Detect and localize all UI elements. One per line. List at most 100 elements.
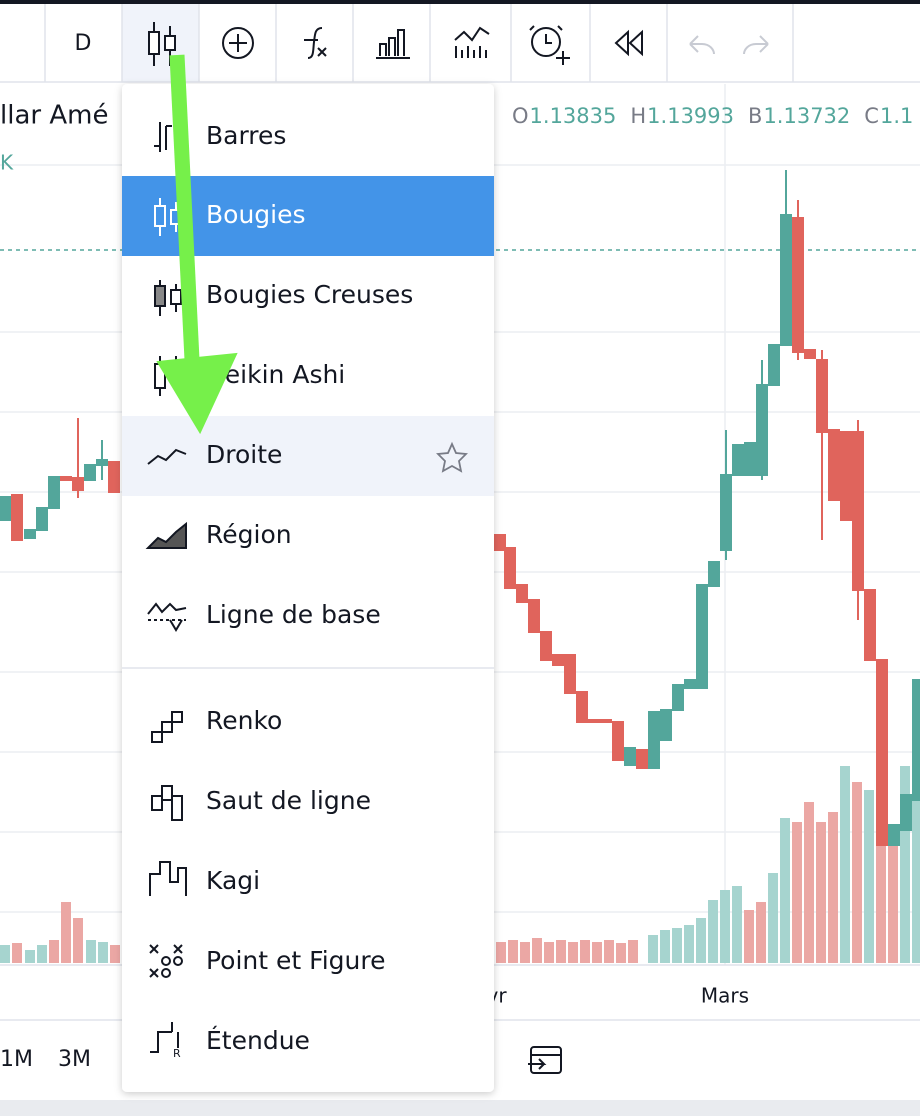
menu-item[interactable]: Renko bbox=[206, 706, 282, 735]
menu-item[interactable]: Point et Figure bbox=[206, 946, 385, 975]
volume-bars bbox=[0, 945, 10, 963]
volume-bars bbox=[876, 790, 886, 963]
goto-date-icon[interactable] bbox=[528, 1058, 547, 1070]
tab-strip bbox=[0, 1100, 920, 1116]
candles bbox=[648, 711, 660, 769]
range-button[interactable]: 1M bbox=[0, 1047, 33, 1072]
menu-icons bbox=[170, 289, 182, 305]
ohlc-label: B bbox=[748, 104, 762, 128]
candles bbox=[684, 679, 696, 689]
toolbar-icons[interactable] bbox=[164, 35, 176, 51]
toolbar-icons[interactable] bbox=[148, 31, 160, 55]
menu-icons bbox=[150, 1022, 179, 1053]
volume-bars bbox=[556, 940, 566, 963]
menu-icons bbox=[154, 285, 166, 307]
volume-bars bbox=[37, 945, 47, 963]
candles bbox=[660, 709, 672, 741]
interval-button[interactable]: D bbox=[75, 31, 92, 56]
menu-icons bbox=[161, 956, 171, 966]
ohlc-label: C bbox=[864, 104, 879, 128]
candles bbox=[804, 349, 816, 359]
ohlc-legend: O 1.13835 H 1.13993 B 1.13732 C 1.1 bbox=[512, 104, 913, 128]
candles bbox=[900, 794, 912, 831]
menu-icons bbox=[173, 956, 183, 966]
volume-bars bbox=[12, 943, 22, 963]
volume-bars bbox=[852, 782, 862, 963]
candles bbox=[552, 654, 564, 666]
candles bbox=[888, 824, 900, 846]
volume-bars bbox=[580, 940, 590, 963]
volume-bars bbox=[568, 942, 578, 963]
menu-icons bbox=[436, 441, 468, 473]
menu-icons bbox=[161, 968, 171, 978]
toolbar-icons[interactable] bbox=[229, 34, 247, 52]
menu-item[interactable]: Ligne de base bbox=[206, 600, 381, 629]
toolbar-icons[interactable] bbox=[454, 26, 490, 58]
volume-bars bbox=[12, 782, 898, 963]
menu-item[interactable]: Étendue bbox=[206, 1026, 310, 1055]
candles bbox=[768, 344, 780, 386]
volume-bars bbox=[0, 766, 920, 963]
candles bbox=[540, 631, 552, 661]
candles bbox=[494, 534, 506, 551]
volume-bars bbox=[720, 890, 730, 963]
candles bbox=[864, 589, 876, 661]
menu-icons bbox=[169, 619, 183, 632]
toolbar-icons[interactable] bbox=[304, 27, 327, 59]
menu-item[interactable]: Bougies Creuses bbox=[206, 280, 413, 309]
candles bbox=[0, 496, 11, 521]
menu-icons bbox=[151, 795, 163, 811]
candles bbox=[24, 529, 36, 539]
toolbar-icons[interactable] bbox=[689, 35, 715, 55]
candles bbox=[84, 464, 96, 481]
volume-bars bbox=[520, 942, 530, 963]
volume-bars bbox=[508, 940, 518, 963]
menu-icons bbox=[171, 795, 183, 821]
goto-date-icon[interactable] bbox=[528, 1046, 562, 1074]
toolbar-icons[interactable] bbox=[376, 29, 410, 59]
toolbar-icons[interactable] bbox=[529, 25, 570, 65]
volume-bars bbox=[0, 766, 920, 963]
candles bbox=[708, 561, 720, 587]
menu-icons bbox=[154, 205, 166, 227]
candles bbox=[0, 170, 920, 846]
menu-item[interactable]: Région bbox=[206, 520, 292, 549]
volume-bars bbox=[592, 942, 602, 963]
volume-bars bbox=[496, 942, 506, 963]
candles bbox=[624, 747, 636, 766]
toolbar-icons[interactable] bbox=[743, 35, 769, 55]
toolbar-icons[interactable] bbox=[531, 27, 561, 57]
menu-item[interactable]: Droite bbox=[206, 440, 282, 469]
candles bbox=[636, 749, 648, 769]
candles bbox=[36, 507, 48, 531]
volume-bars bbox=[86, 940, 96, 963]
menu-item[interactable]: Barres bbox=[206, 121, 286, 150]
menu-item[interactable]: Bougies bbox=[206, 200, 306, 229]
goto-date-icon[interactable] bbox=[530, 1046, 562, 1074]
candles bbox=[588, 719, 600, 723]
volume-bars bbox=[708, 900, 718, 963]
ohlc-label: H bbox=[630, 104, 646, 128]
volume-bars bbox=[73, 918, 83, 963]
candles bbox=[60, 476, 72, 481]
toolbar-icons[interactable] bbox=[222, 27, 254, 59]
menu-icons bbox=[161, 721, 173, 733]
candles bbox=[696, 584, 708, 689]
range-button[interactable]: 3M bbox=[58, 1047, 91, 1072]
menu-item[interactable]: Saut de ligne bbox=[206, 786, 371, 815]
candles bbox=[612, 721, 624, 761]
volume-bars bbox=[888, 840, 898, 963]
symbol-sub: K bbox=[0, 151, 14, 175]
candles bbox=[564, 654, 576, 694]
menu-item[interactable]: Kagi bbox=[206, 866, 260, 895]
menu-hover bbox=[122, 416, 494, 496]
time-label: Mars bbox=[701, 984, 749, 1008]
candles bbox=[11, 200, 888, 846]
toolbar-icons[interactable] bbox=[148, 22, 769, 66]
volume-bars bbox=[604, 940, 614, 963]
menu-panel bbox=[122, 84, 494, 1092]
candles bbox=[576, 691, 588, 723]
toolbar-icons[interactable] bbox=[614, 29, 643, 57]
